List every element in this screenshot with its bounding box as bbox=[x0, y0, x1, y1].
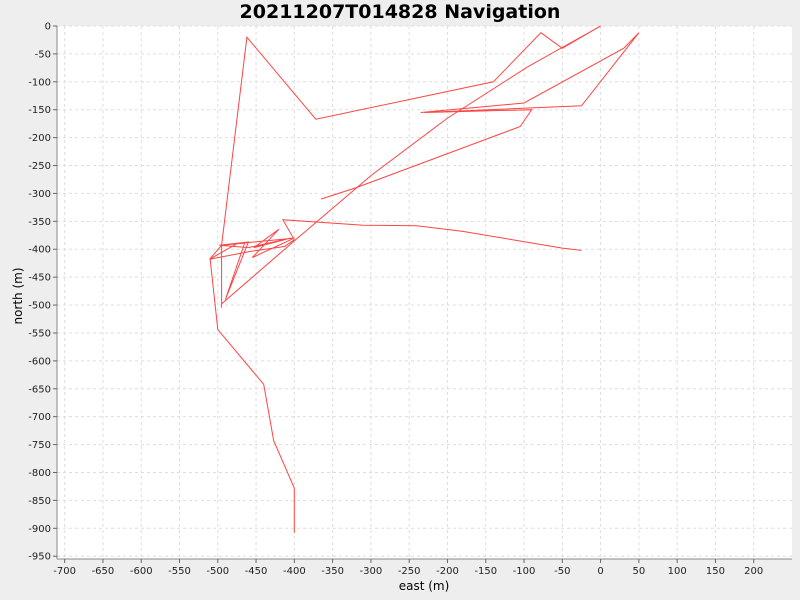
x-tick-label: 100 bbox=[668, 566, 687, 577]
y-ticks: 0 -50 -100 -150 -200 -250 -300 -350 -400 -450 -500… bbox=[28, 22, 57, 563]
y-tick-label: -350 bbox=[28, 217, 51, 228]
x-tick-label: -300 bbox=[360, 566, 383, 577]
y-tick-label: -150 bbox=[28, 105, 51, 116]
y-tick-label: -600 bbox=[28, 356, 51, 367]
x-tick-label: -550 bbox=[168, 566, 191, 577]
x-tick-label: 200 bbox=[744, 566, 763, 577]
plot-area bbox=[57, 26, 792, 559]
track-line bbox=[209, 219, 582, 533]
x-ticks: -700 -650 -600 -550 -500 -450 -400 -350 -300 -250… bbox=[53, 559, 763, 577]
series-group bbox=[209, 25, 640, 533]
y-tick-label: -650 bbox=[28, 384, 51, 395]
y-tick-label: -700 bbox=[28, 412, 51, 423]
y-tick-label: -550 bbox=[28, 328, 51, 339]
y-tick-label: -250 bbox=[28, 161, 51, 172]
x-tick-label: 150 bbox=[706, 566, 725, 577]
x-tick-label: -450 bbox=[245, 566, 268, 577]
track-line bbox=[221, 25, 601, 308]
y-tick-label: -300 bbox=[28, 189, 51, 200]
x-tick-label: 0 bbox=[597, 566, 603, 577]
y-tick-label: -100 bbox=[28, 77, 51, 88]
y-tick-label: -500 bbox=[28, 301, 51, 312]
x-axis-label: east (m) bbox=[399, 579, 450, 593]
chart-title: 20211207T014828 Navigation bbox=[239, 1, 561, 23]
x-tick-label: -200 bbox=[436, 566, 459, 577]
y-axis-label: north (m) bbox=[11, 267, 25, 324]
x-tick-label: -50 bbox=[554, 566, 570, 577]
x-tick-label: -350 bbox=[321, 566, 344, 577]
x-tick-label: -250 bbox=[398, 566, 421, 577]
x-tick-label: -500 bbox=[206, 566, 229, 577]
y-tick-label: -900 bbox=[28, 524, 51, 535]
x-tick-label: 50 bbox=[633, 566, 646, 577]
x-tick-label: -650 bbox=[92, 566, 115, 577]
x-tick-label: -150 bbox=[474, 566, 497, 577]
y-tick-label: -950 bbox=[28, 552, 51, 563]
y-tick-label: -750 bbox=[28, 440, 51, 451]
x-tick-label: -400 bbox=[283, 566, 306, 577]
y-tick-label: -450 bbox=[28, 273, 51, 284]
y-tick-label: -50 bbox=[35, 49, 51, 60]
x-tick-label: -100 bbox=[513, 566, 536, 577]
x-tick-label: -700 bbox=[53, 566, 76, 577]
x-tick-label: -600 bbox=[130, 566, 153, 577]
y-tick-label: -800 bbox=[28, 468, 51, 479]
gridlines bbox=[57, 25, 792, 559]
y-tick-label: -200 bbox=[28, 133, 51, 144]
y-tick-label: -400 bbox=[28, 245, 51, 256]
y-tick-label: -850 bbox=[28, 496, 51, 507]
track-line bbox=[320, 32, 640, 200]
y-tick-label: 0 bbox=[45, 22, 51, 33]
